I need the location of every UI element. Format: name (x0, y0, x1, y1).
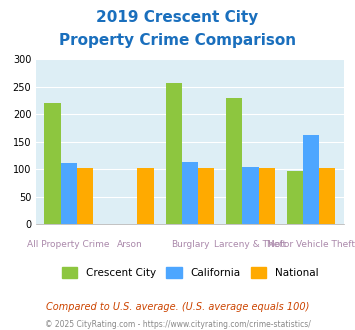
Text: Burglary: Burglary (171, 240, 209, 249)
Text: Motor Vehicle Theft: Motor Vehicle Theft (267, 240, 355, 249)
Bar (165, 82, 182, 224)
Bar (303, 135, 319, 224)
Bar (226, 98, 242, 224)
Bar (137, 168, 154, 224)
Bar (77, 168, 93, 224)
Text: 2019 Crescent City: 2019 Crescent City (96, 10, 259, 25)
Bar (44, 103, 61, 224)
Text: All Property Crime: All Property Crime (27, 240, 110, 249)
Bar (287, 171, 303, 224)
Bar (259, 168, 275, 224)
Bar (242, 167, 259, 224)
Text: Arson: Arson (116, 240, 142, 249)
Bar (319, 168, 335, 224)
Bar (198, 168, 214, 224)
Text: Property Crime Comparison: Property Crime Comparison (59, 33, 296, 48)
Text: Compared to U.S. average. (U.S. average equals 100): Compared to U.S. average. (U.S. average … (46, 302, 309, 312)
Text: Larceny & Theft: Larceny & Theft (214, 240, 286, 249)
Bar (182, 162, 198, 224)
Text: © 2025 CityRating.com - https://www.cityrating.com/crime-statistics/: © 2025 CityRating.com - https://www.city… (45, 320, 310, 329)
Legend: Crescent City, California, National: Crescent City, California, National (58, 263, 322, 282)
Bar (61, 163, 77, 224)
